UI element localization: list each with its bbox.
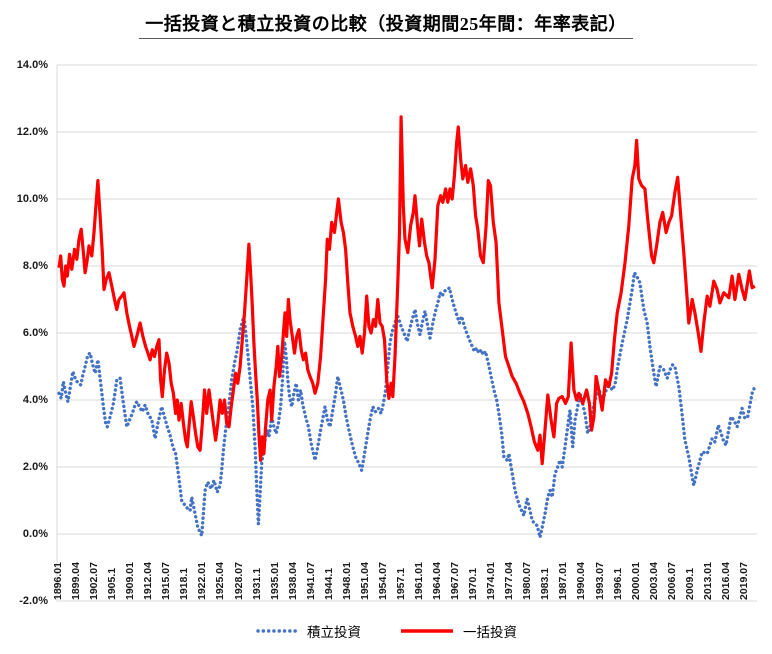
x-axis-tick-label: 1925.04: [214, 562, 227, 600]
x-axis-tick-label: 1944.1: [322, 567, 335, 600]
x-axis-tick-label: 1977.04: [503, 562, 516, 600]
x-axis-tick-label: 1899.04: [70, 562, 83, 600]
x-axis-tick-label: 1902.07: [88, 562, 101, 600]
x-axis-tick-label: 2016.04: [719, 562, 732, 600]
x-axis-tick-label: 1980.07: [521, 562, 534, 600]
y-axis-tick-label: -2.0%: [19, 595, 48, 607]
legend: 積立投資 一括投資: [0, 621, 772, 641]
x-axis-tick-label: 1987.01: [557, 562, 570, 600]
series-ikkatsu-line: [57, 115, 756, 466]
y-axis-tick-label: 14.0%: [16, 59, 48, 71]
y-axis-tick-label: 10.0%: [16, 193, 48, 205]
x-axis-tick-label: 1951.04: [358, 562, 371, 600]
x-axis-tick-label: 1954.07: [376, 562, 389, 600]
x-axis-tick-label: 1938.04: [286, 562, 299, 600]
x-axis-tick-label: 1961.01: [413, 562, 425, 600]
x-axis-tick-label: 2000.01: [629, 562, 642, 600]
x-axis-tick-label: 1990.04: [575, 562, 588, 600]
x-axis-tick-label: 1993.07: [593, 562, 606, 600]
x-axis-tick-label: 1931.1: [250, 567, 263, 600]
x-axis-tick-label: 1974.01: [485, 562, 498, 600]
x-axis-tick-label: 1922.01: [196, 562, 209, 600]
y-axis-tick-label: 2.0%: [22, 461, 48, 473]
x-axis-tick-label: 1996.1: [611, 567, 624, 600]
chart-title-text: 一括投資と積立投資の比較（投資期間25年間：年率表記）: [139, 10, 633, 39]
x-axis-tick-label: 2003.04: [647, 562, 660, 600]
legend-label-tsumitate: 積立投資: [307, 625, 361, 640]
x-axis-tick-label: 1941.07: [304, 562, 317, 600]
x-axis-tick-label: 1967.07: [449, 562, 462, 600]
legend-marker-ikkatsu-solid-line: [401, 629, 453, 633]
y-axis-tick-label: 6.0%: [22, 327, 48, 339]
x-axis-tick-label: 1970.1: [467, 567, 480, 600]
x-axis-tick-label: 1915.07: [160, 562, 173, 600]
x-axis-tick-label: 2013.01: [701, 562, 714, 600]
x-axis-tick-label: 1935.01: [268, 562, 281, 600]
y-axis-tick-label: 4.0%: [22, 394, 48, 406]
y-axis-tick-label: 12.0%: [16, 126, 48, 138]
x-axis-tick-label: 1957.1: [394, 567, 407, 600]
x-axis-tick-label: 2019.07: [737, 562, 750, 600]
series-tsumitate-line: [57, 271, 757, 540]
chart-title: 一括投資と積立投資の比較（投資期間25年間：年率表記）: [0, 10, 772, 39]
x-axis-tick-label: 1948.01: [340, 562, 353, 600]
x-axis-tick-label: 1905.1: [106, 567, 119, 600]
x-axis-tick-label: 1983.1: [539, 567, 552, 600]
legend-item-tsumitate: 積立投資: [255, 621, 361, 641]
y-axis-tick-label: 0.0%: [22, 528, 48, 540]
y-axis-tick-label: 8.0%: [22, 260, 48, 272]
x-axis-tick-label: 1928.07: [232, 562, 245, 600]
legend-item-ikkatsu: 一括投資: [399, 621, 517, 641]
legend-label-ikkatsu: 一括投資: [463, 625, 517, 640]
legend-marker-tsumitate-dotted-line: [256, 629, 298, 633]
x-axis-tick-label: 1896.01: [52, 562, 64, 600]
x-axis-tick-label: 2009.1: [683, 567, 696, 600]
x-axis-tick-label: 2006.07: [665, 562, 678, 600]
x-axis-tick-label: 1909.01: [124, 562, 137, 600]
x-axis-tick-label: 1912.04: [142, 562, 155, 600]
x-axis-tick-label: 1918.1: [178, 567, 191, 600]
x-axis-tick-label: 1964.04: [431, 562, 444, 600]
